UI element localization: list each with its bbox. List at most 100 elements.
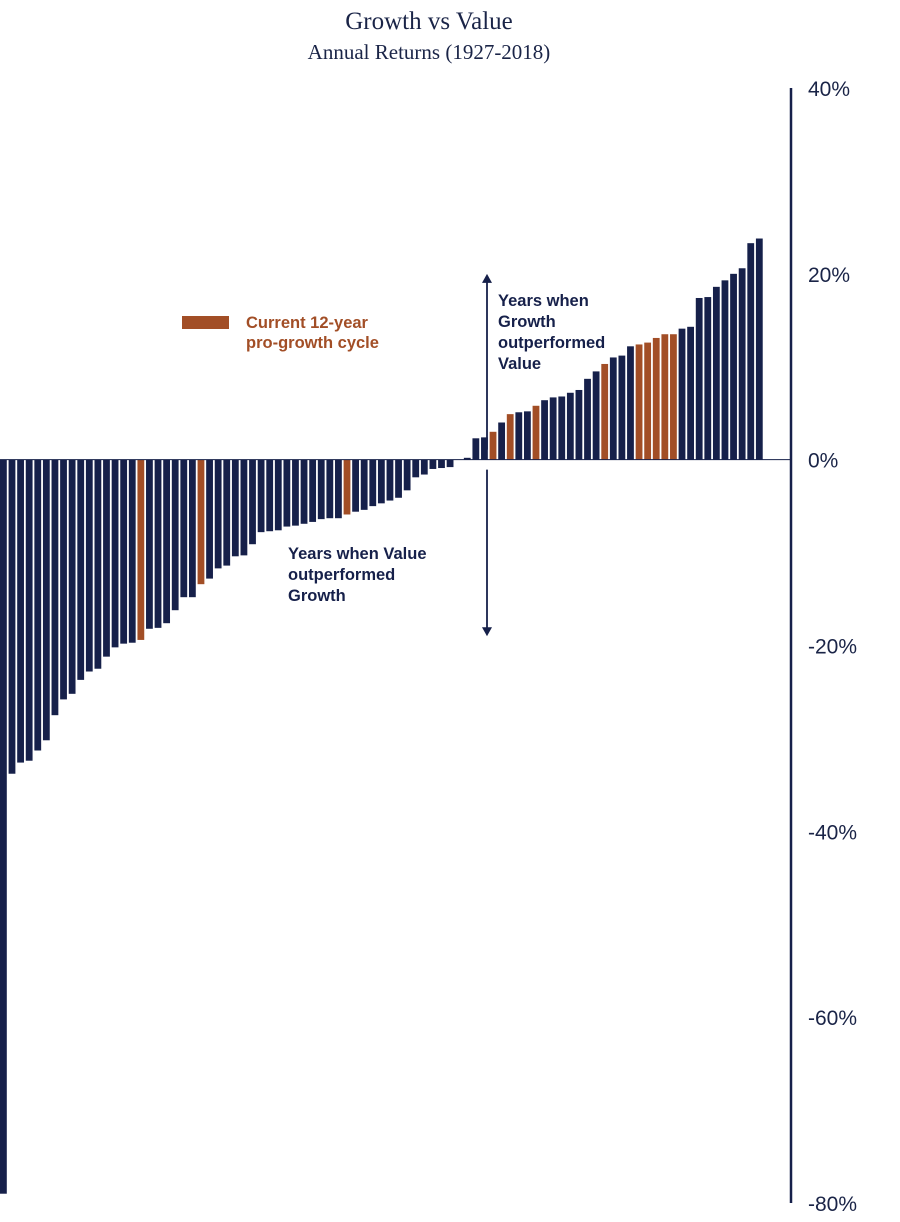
arrow-up-head: [482, 273, 492, 283]
bar: [257, 459, 265, 533]
bar: [738, 268, 746, 460]
bar: [17, 459, 24, 763]
bar-highlight: [635, 344, 643, 460]
bar: [438, 459, 445, 469]
bar: [575, 389, 583, 460]
bar: [326, 459, 334, 519]
bar: [309, 459, 317, 522]
bar: [111, 459, 119, 648]
annotation-growth: Years when: [498, 292, 589, 310]
bar: [94, 459, 102, 669]
bar: [360, 459, 368, 510]
annotation-value: Years when Value: [288, 545, 427, 563]
y-tick-label: -60%: [808, 1007, 857, 1030]
legend-label: pro-growth cycle: [246, 334, 379, 352]
bar: [240, 459, 248, 556]
bar: [592, 371, 600, 460]
bar: [223, 459, 231, 566]
bar: [541, 400, 548, 460]
bar: [214, 459, 222, 569]
bar: [481, 437, 488, 460]
bar: [77, 459, 85, 680]
annotation-value: outperformed: [288, 566, 395, 584]
bar: [128, 459, 136, 643]
y-tick-label: 40%: [808, 78, 850, 101]
legend-label: Current 12-year: [246, 314, 369, 332]
arrow-down-head: [482, 627, 492, 637]
chart-title: Growth vs Value: [345, 8, 513, 35]
bar: [60, 459, 67, 700]
chart-subtitle: Annual Returns (1927-2018): [307, 40, 551, 64]
bar: [730, 273, 737, 460]
bar: [206, 459, 213, 579]
bar: [231, 459, 239, 557]
bar: [120, 459, 128, 644]
bar: [249, 459, 256, 545]
bar: [566, 392, 574, 460]
bar: [446, 459, 454, 468]
bar: [292, 459, 299, 526]
bar: [68, 459, 76, 694]
bar-highlight: [670, 334, 677, 460]
bar: [695, 297, 703, 460]
bar: [704, 297, 712, 460]
legend-swatch: [182, 316, 229, 329]
bar: [85, 459, 93, 672]
bar: [34, 459, 42, 751]
bar: [712, 286, 720, 460]
bar-highlight: [601, 363, 609, 460]
bar: [283, 459, 291, 527]
bar: [395, 459, 402, 498]
bar: [386, 459, 394, 501]
bar: [584, 378, 591, 460]
bar: [154, 459, 162, 628]
bar: [42, 459, 50, 741]
bar-highlight: [652, 337, 660, 460]
bar: [558, 396, 566, 460]
bar: [403, 459, 411, 491]
bar-highlight: [532, 405, 540, 460]
bar: [429, 459, 437, 469]
bar-highlight: [506, 414, 514, 460]
bar-highlight: [343, 459, 351, 515]
bar: [300, 459, 308, 524]
annotation-growth: outperformed: [498, 334, 605, 352]
y-tick-label: 0%: [808, 450, 838, 473]
bar: [377, 459, 385, 504]
bar-highlight: [489, 431, 497, 460]
bar: [274, 459, 282, 531]
bar: [51, 459, 59, 716]
bar-highlight: [197, 459, 205, 585]
bar: [687, 326, 694, 460]
bar: [369, 459, 377, 507]
bar: [523, 411, 531, 460]
annotation-growth: Growth: [498, 313, 556, 331]
bar: [463, 457, 471, 460]
bar: [412, 459, 420, 478]
bar: [266, 459, 274, 532]
bar: [472, 438, 480, 460]
bar: [171, 459, 179, 611]
bar: [755, 238, 763, 460]
bar: [317, 459, 325, 520]
bar: [103, 459, 110, 657]
bar: [549, 397, 557, 460]
bar: [515, 412, 523, 460]
bar: [721, 280, 729, 460]
bar: [678, 328, 686, 460]
bar-highlight: [137, 459, 145, 640]
bar: [8, 459, 16, 774]
bar: [335, 459, 342, 519]
y-tick-label: -40%: [808, 821, 857, 844]
bar-highlight: [644, 342, 652, 460]
bar: [747, 243, 755, 460]
bar: [627, 346, 634, 460]
bar: [0, 459, 7, 1194]
y-tick-label: -20%: [808, 636, 857, 659]
y-tick-label: 20%: [808, 264, 850, 287]
bar: [188, 459, 196, 598]
bar: [146, 459, 153, 629]
bar: [420, 459, 428, 475]
